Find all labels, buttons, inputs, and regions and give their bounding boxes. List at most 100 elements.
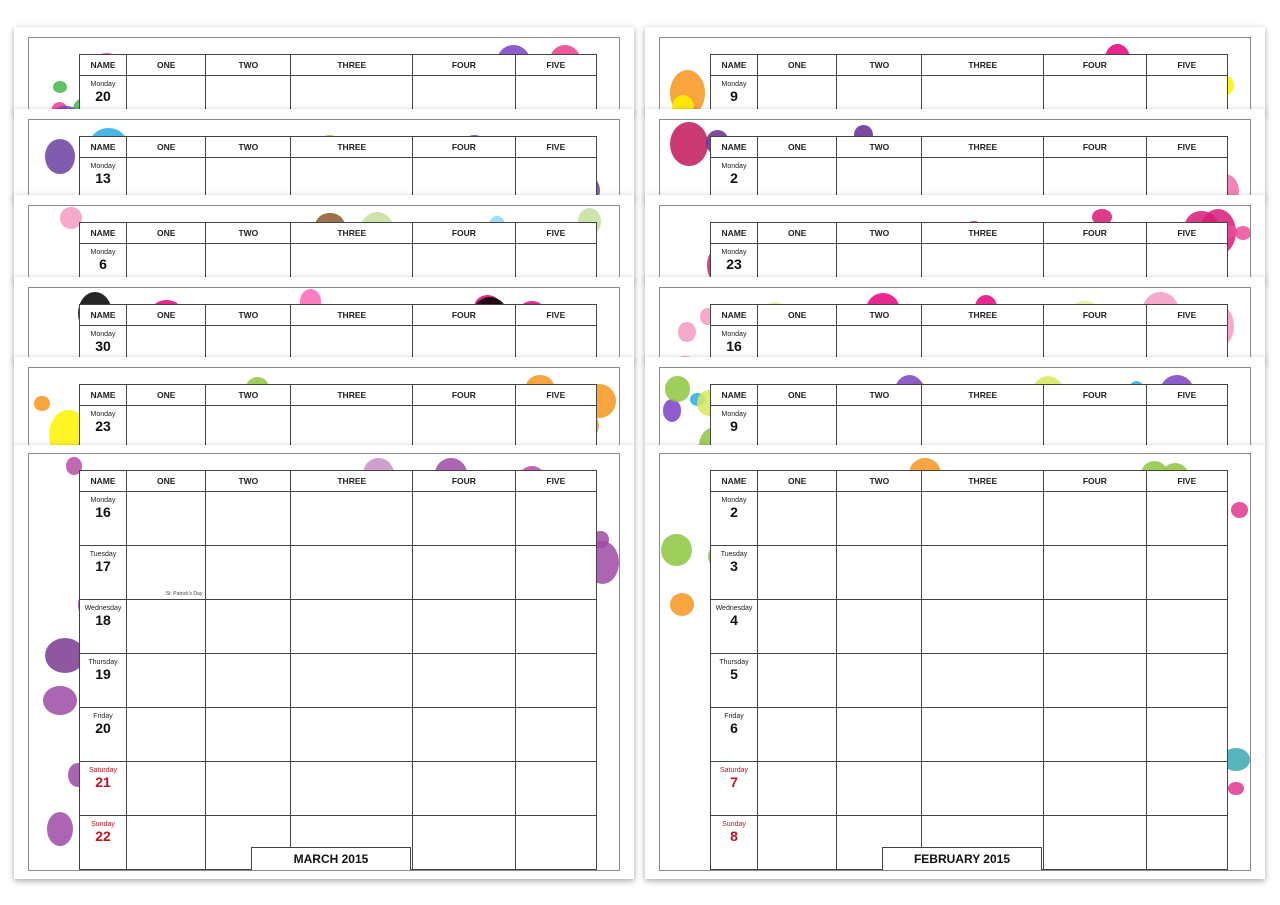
entry-cell[interactable] [836, 653, 923, 708]
entry-cell[interactable] [1145, 491, 1229, 546]
planner-sheet-flowers[interactable]: NAME ONE TWO THREE FOUR FIVE Monday 9 [645, 27, 1265, 259]
entry-cell[interactable] [514, 815, 598, 870]
day-name: Tuesday [89, 551, 117, 558]
entry-cell[interactable] [290, 491, 414, 546]
entry-cell[interactable] [205, 599, 292, 654]
entry-cell[interactable] [205, 761, 292, 816]
entry-cell[interactable] [836, 491, 923, 546]
entry-cell[interactable] [1043, 491, 1147, 546]
day-label-cell: Thursday 5 [710, 653, 758, 708]
entry-cell[interactable] [756, 653, 838, 708]
entry-cell[interactable] [1043, 815, 1147, 870]
planner-sheet-front[interactable]: NAME ONE TWO THREE FOUR FIVE Monday 2 Tuesday 3 We… [645, 445, 1265, 879]
entry-cell[interactable] [921, 653, 1045, 708]
entry-cell[interactable] [756, 707, 838, 762]
day-row-tuesday: Tuesday 17 St. Patrick's Day [79, 545, 598, 600]
day-row-monday: Monday 16 [79, 491, 598, 546]
planner-sheet-citrus[interactable]: NAME ONE TWO THREE FOUR FIVE Monday 23 [14, 357, 634, 589]
entry-cell[interactable] [921, 491, 1045, 546]
entry-cell[interactable] [412, 653, 516, 708]
entry-cell[interactable] [1043, 761, 1147, 816]
entry-cell[interactable] [514, 761, 598, 816]
entry-cell[interactable] [125, 491, 207, 546]
entry-cell[interactable] [412, 707, 516, 762]
planner-sheet-pink-flowers[interactable]: NAME ONE TWO THREE FOUR FIVE Monday 23 [645, 195, 1265, 427]
entry-cell[interactable] [1145, 653, 1229, 708]
entry-cell[interactable] [412, 761, 516, 816]
entry-cell[interactable] [1145, 707, 1229, 762]
entry-cell[interactable] [290, 761, 414, 816]
entry-cell[interactable] [921, 599, 1045, 654]
entry-cell[interactable] [756, 599, 838, 654]
entry-cell[interactable]: St. Patrick's Day [125, 545, 207, 600]
column-header-name: NAME [79, 384, 127, 406]
column-header-four: FOUR [412, 222, 516, 244]
day-name: Wednesday [715, 605, 753, 612]
entry-cell[interactable] [205, 707, 292, 762]
entry-cell[interactable] [1145, 815, 1229, 870]
entry-cell[interactable] [921, 545, 1045, 600]
planner-sheet-front[interactable]: NAME ONE TWO THREE FOUR FIVE Monday 16 Tuesday 17… [14, 445, 634, 879]
entry-cell[interactable] [1145, 761, 1229, 816]
entry-cell[interactable] [756, 491, 838, 546]
entry-cell[interactable] [125, 599, 207, 654]
entry-cell[interactable] [205, 545, 292, 600]
column-header-two: TWO [205, 54, 292, 76]
entry-cell[interactable] [921, 707, 1045, 762]
day-label-cell: Friday 6 [710, 707, 758, 762]
column-header-three: THREE [921, 304, 1045, 326]
planner-sheet-zigzag[interactable]: NAME ONE TWO THREE FOUR FIVE Monday 6 [14, 195, 634, 427]
entry-cell[interactable] [412, 599, 516, 654]
entry-cell[interactable] [290, 599, 414, 654]
entry-cell[interactable] [1043, 599, 1147, 654]
entry-cell[interactable] [1043, 707, 1147, 762]
day-row-wednesday: Wednesday 18 [79, 599, 598, 654]
column-header-name: NAME [79, 54, 127, 76]
entry-cell[interactable] [836, 707, 923, 762]
entry-cell[interactable] [290, 545, 414, 600]
planner-sheet-waves[interactable]: NAME ONE TWO THREE FOUR FIVE Monday 9 [645, 357, 1265, 589]
planner-sheet-stripes[interactable]: NAME ONE TWO THREE FOUR FIVE Monday 2 [645, 109, 1265, 341]
entry-cell[interactable] [125, 707, 207, 762]
column-header-name: NAME [710, 54, 758, 76]
entry-cell[interactable] [412, 815, 516, 870]
entry-cell[interactable] [1043, 545, 1147, 600]
entry-cell[interactable] [412, 491, 516, 546]
entry-cell[interactable] [921, 761, 1045, 816]
entry-cell[interactable] [514, 491, 598, 546]
planner-sheet-stars[interactable]: NAME ONE TWO THREE FOUR FIVE Monday 20 [14, 27, 634, 259]
entry-cell[interactable] [125, 815, 207, 870]
entry-cell[interactable] [1145, 545, 1229, 600]
entry-cell[interactable] [125, 761, 207, 816]
planner-sheet-bubbles[interactable]: NAME ONE TWO THREE FOUR FIVE Monday 13 [14, 109, 634, 341]
planner-sheet-dots[interactable]: NAME ONE TWO THREE FOUR FIVE Monday 16 [645, 277, 1265, 509]
entry-cell[interactable] [125, 653, 207, 708]
day-number: 21 [95, 774, 111, 790]
entry-cell[interactable] [756, 815, 838, 870]
day-label-cell: Monday 2 [710, 491, 758, 546]
entry-cell[interactable] [514, 545, 598, 600]
entry-cell[interactable] [1043, 653, 1147, 708]
entry-cell[interactable] [514, 707, 598, 762]
column-header-three: THREE [921, 54, 1045, 76]
entry-cell[interactable] [836, 599, 923, 654]
day-row-tuesday: Tuesday 3 [710, 545, 1229, 600]
entry-cell[interactable] [514, 599, 598, 654]
entry-cell[interactable] [514, 653, 598, 708]
month-label: MARCH 2015 [251, 847, 411, 870]
entry-cell[interactable] [836, 761, 923, 816]
entry-cell[interactable] [756, 761, 838, 816]
entry-cell[interactable] [205, 653, 292, 708]
planner-sheet-leopard[interactable]: NAME ONE TWO THREE FOUR FIVE Monday 30 [14, 277, 634, 509]
entry-cell[interactable] [756, 545, 838, 600]
entry-cell[interactable] [1145, 599, 1229, 654]
day-name: Monday [721, 331, 747, 338]
column-header-row: NAME ONE TWO THREE FOUR FIVE [710, 54, 1229, 76]
entry-cell[interactable] [412, 545, 516, 600]
entry-cell[interactable] [290, 653, 414, 708]
column-header-row: NAME ONE TWO THREE FOUR FIVE [79, 136, 598, 158]
entry-cell[interactable] [205, 491, 292, 546]
entry-cell[interactable] [836, 545, 923, 600]
pattern-shape [45, 139, 75, 174]
entry-cell[interactable] [290, 707, 414, 762]
